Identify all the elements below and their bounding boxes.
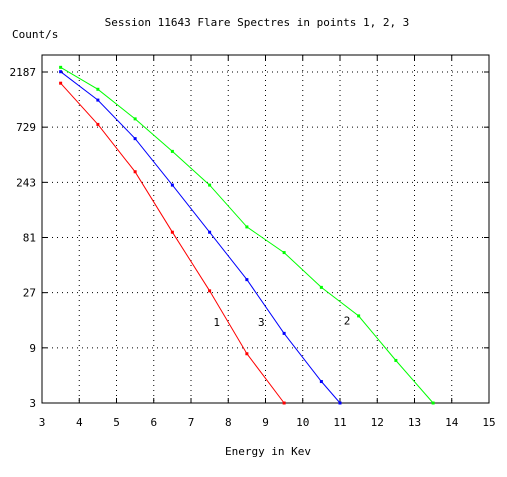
y-tick-label: 2187 — [10, 66, 37, 79]
series-point-3 — [133, 137, 137, 141]
y-tick-label: 27 — [23, 287, 36, 300]
y-tick-label: 9 — [29, 342, 36, 355]
y-tick-label: 81 — [23, 232, 36, 245]
curve-label-1: 1 — [213, 316, 220, 329]
curve-label-2: 2 — [344, 315, 351, 328]
y-tick-label: 729 — [16, 121, 36, 134]
x-tick-label: 5 — [113, 416, 120, 429]
x-tick-label: 10 — [296, 416, 309, 429]
x-tick-label: 14 — [445, 416, 459, 429]
series-point-1 — [208, 289, 212, 293]
series-point-3 — [96, 98, 100, 102]
series-point-2 — [208, 183, 212, 187]
x-tick-label: 11 — [333, 416, 346, 429]
series-point-1 — [96, 122, 100, 126]
series-point-2 — [394, 358, 398, 362]
series-line-1 — [60, 82, 285, 404]
series-point-1 — [170, 230, 174, 234]
y-axis-label: Count/s — [12, 28, 58, 41]
series-point-2 — [245, 225, 249, 229]
x-tick-label: 13 — [408, 416, 421, 429]
series-point-3 — [338, 401, 342, 405]
series-point-2 — [282, 251, 286, 255]
x-tick-label: 15 — [482, 416, 495, 429]
x-tick-label: 9 — [262, 416, 269, 429]
x-tick-label: 3 — [39, 416, 46, 429]
x-tick-label: 7 — [188, 416, 195, 429]
series-point-1 — [133, 170, 137, 174]
series-point-2 — [431, 401, 435, 405]
chart-title: Session 11643 Flare Spectres in points 1… — [105, 16, 410, 29]
series-point-3 — [282, 331, 286, 335]
series-point-2 — [59, 65, 63, 69]
x-tick-label: 12 — [371, 416, 384, 429]
series-point-1 — [282, 401, 286, 405]
x-tick-label: 6 — [150, 416, 157, 429]
grid — [42, 55, 489, 403]
series-point-2 — [133, 117, 137, 121]
series-group — [59, 65, 435, 405]
series-point-3 — [59, 70, 63, 74]
x-axis-label: Energy in Kev — [225, 445, 311, 458]
y-tick-label: 243 — [16, 176, 36, 189]
series-point-2 — [357, 314, 361, 318]
y-tick-label: 3 — [29, 397, 36, 410]
series-point-3 — [245, 278, 249, 282]
series-point-2 — [170, 149, 174, 153]
series-point-3 — [319, 380, 323, 384]
series-point-3 — [170, 183, 174, 187]
plot-frame — [41, 54, 490, 404]
series-point-1 — [245, 352, 249, 356]
curve-label-3: 3 — [258, 316, 265, 329]
series-point-3 — [208, 230, 212, 234]
series-point-1 — [59, 81, 63, 85]
series-point-2 — [96, 87, 100, 91]
x-tick-label: 8 — [225, 416, 232, 429]
annotations: 1 3 2 — [213, 315, 350, 330]
x-tick-label: 4 — [76, 416, 83, 429]
series-point-2 — [319, 285, 323, 289]
